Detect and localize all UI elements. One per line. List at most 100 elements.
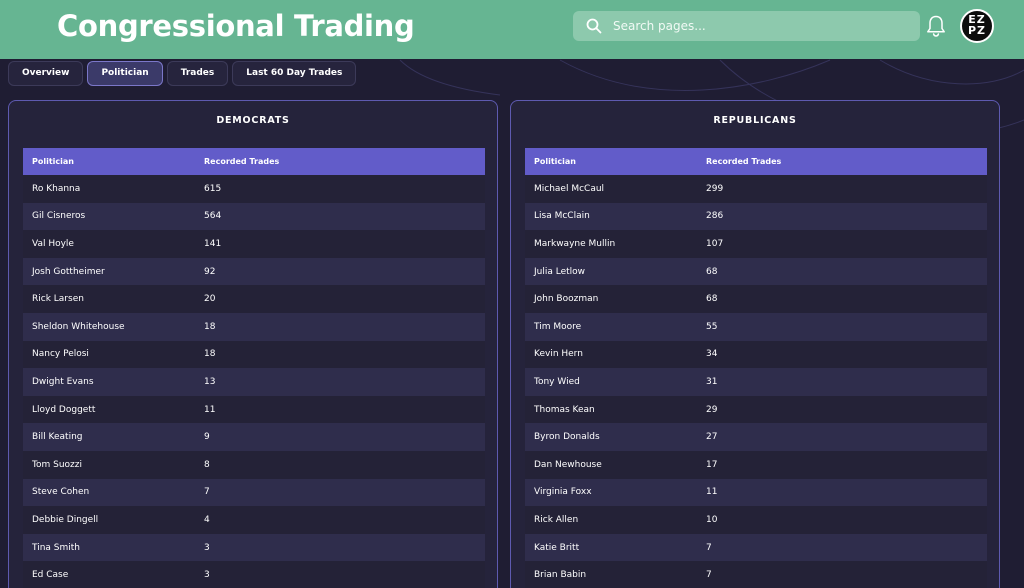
- table-row[interactable]: Ed Case 3: [23, 561, 485, 588]
- tab-last-60-day-trades[interactable]: Last 60 Day Trades: [232, 61, 357, 86]
- republicans-title: REPUBLICANS: [713, 115, 797, 126]
- politician-name: John Boozman: [534, 294, 599, 305]
- table-row[interactable]: Ro Khanna 615: [23, 175, 485, 203]
- table-row[interactable]: Val Hoyle 141: [23, 230, 485, 258]
- recorded-trades-count: 34: [706, 349, 718, 360]
- recorded-trades-count: 18: [204, 349, 216, 360]
- table-row[interactable]: John Boozman 68: [525, 285, 987, 313]
- recorded-trades-count: 13: [204, 376, 216, 387]
- recorded-trades-count: 141: [204, 238, 222, 249]
- politician-name: Dan Newhouse: [534, 459, 602, 470]
- column-header-recorded-trades[interactable]: Recorded Trades: [706, 157, 782, 166]
- tab-bar: Overview Politician Trades Last 60 Day T…: [8, 61, 357, 86]
- table-row[interactable]: Nancy Pelosi 18: [23, 340, 485, 369]
- democrats-panel: DEMOCRATS Politician Recorded Trades Ro …: [8, 100, 498, 588]
- republicans-panel: REPUBLICANS Politician Recorded Trades M…: [510, 100, 1000, 588]
- politician-name: Rick Larsen: [32, 294, 84, 305]
- table-row[interactable]: Markwayne Mullin 107: [525, 230, 987, 258]
- politician-name: Katie Britt: [534, 542, 580, 553]
- table-header: Politician Recorded Trades: [23, 148, 485, 175]
- table-row[interactable]: Sheldon Whitehouse 18: [23, 312, 485, 341]
- recorded-trades-count: 299: [706, 183, 724, 194]
- recorded-trades-count: 3: [204, 570, 210, 581]
- table-row[interactable]: Michael McCaul 299: [525, 175, 987, 203]
- democrats-table: Politician Recorded Trades Ro Khanna 615 G…: [23, 148, 485, 588]
- table-row[interactable]: Rick Allen 10: [525, 506, 987, 534]
- recorded-trades-count: 107: [706, 238, 724, 249]
- republicans-rows: Michael McCaul 299 Lisa McClain 286 Markwayn…: [525, 175, 987, 588]
- politician-name: Val Hoyle: [32, 238, 74, 249]
- politician-name: Tony Wied: [534, 376, 580, 387]
- politician-name: Tim Moore: [534, 321, 582, 332]
- politician-name: Virginia Foxx: [534, 487, 592, 498]
- politician-name: Sheldon Whitehouse: [32, 321, 125, 332]
- table-row[interactable]: Lisa McClain 286: [525, 202, 987, 231]
- recorded-trades-count: 615: [204, 183, 222, 194]
- search-icon: [586, 18, 602, 34]
- table-row[interactable]: Bill Keating 9: [23, 423, 485, 451]
- republicans-table: Politician Recorded Trades Michael McCau…: [525, 148, 987, 588]
- tab-politician[interactable]: Politician: [87, 61, 163, 86]
- tab-trades[interactable]: Trades: [166, 61, 229, 86]
- recorded-trades-count: 17: [706, 459, 718, 470]
- politician-name: Lloyd Doggett: [32, 404, 96, 415]
- recorded-trades-count: 7: [706, 570, 712, 581]
- table-row[interactable]: Lloyd Doggett 11: [23, 395, 485, 424]
- politician-name: Ed Case: [32, 570, 69, 581]
- politician-name: Tina Smith: [32, 542, 81, 553]
- politician-name: Steve Cohen: [32, 487, 90, 498]
- politician-name: Nancy Pelosi: [32, 349, 89, 360]
- table-row[interactable]: Virginia Foxx 11: [525, 478, 987, 507]
- politician-name: Rick Allen: [534, 514, 579, 525]
- recorded-trades-count: 68: [706, 266, 718, 277]
- politician-name: Dwight Evans: [32, 376, 94, 387]
- page-title: Congressional Trading: [57, 9, 415, 43]
- table-row[interactable]: Kevin Hern 34: [525, 340, 987, 369]
- table-row[interactable]: Rick Larsen 20: [23, 285, 485, 313]
- table-row[interactable]: Tina Smith 3: [23, 533, 485, 562]
- politician-name: Julia Letlow: [534, 266, 586, 277]
- avatar[interactable]: EZ PZ: [960, 9, 994, 43]
- table-row[interactable]: Steve Cohen 7: [23, 478, 485, 507]
- table-row[interactable]: Gil Cisneros 564: [23, 202, 485, 231]
- table-row[interactable]: Dwight Evans 13: [23, 368, 485, 396]
- democrats-rows: Ro Khanna 615 Gil Cisneros 564 Val Hoyle 141 J…: [23, 175, 485, 588]
- table-row[interactable]: Katie Britt 7: [525, 533, 987, 562]
- politician-name: Bill Keating: [32, 432, 83, 443]
- recorded-trades-count: 18: [204, 321, 216, 332]
- recorded-trades-count: 3: [204, 542, 210, 553]
- recorded-trades-count: 7: [204, 487, 210, 498]
- recorded-trades-count: 55: [706, 321, 718, 332]
- table-row[interactable]: Brian Babin 7: [525, 561, 987, 588]
- table-row[interactable]: Dan Newhouse 17: [525, 450, 987, 479]
- recorded-trades-count: 29: [706, 404, 718, 415]
- recorded-trades-count: 68: [706, 294, 718, 305]
- tab-overview[interactable]: Overview: [8, 61, 84, 86]
- column-header-recorded-trades[interactable]: Recorded Trades: [204, 157, 280, 166]
- politician-name: Kevin Hern: [534, 349, 583, 360]
- table-row[interactable]: Debbie Dingell 4: [23, 506, 485, 534]
- column-header-politician[interactable]: Politician: [32, 157, 74, 166]
- recorded-trades-count: 31: [706, 376, 718, 387]
- table-row[interactable]: Tim Moore 55: [525, 312, 987, 341]
- politician-name: Lisa McClain: [534, 211, 590, 222]
- politician-name: Brian Babin: [534, 570, 587, 581]
- politician-name: Gil Cisneros: [32, 211, 86, 222]
- search-box[interactable]: [573, 11, 920, 41]
- bell-icon[interactable]: [925, 14, 947, 38]
- table-row[interactable]: Thomas Kean 29: [525, 395, 987, 424]
- recorded-trades-count: 10: [706, 514, 718, 525]
- table-row[interactable]: Tony Wied 31: [525, 368, 987, 396]
- politician-name: Debbie Dingell: [32, 514, 99, 525]
- recorded-trades-count: 11: [706, 487, 718, 498]
- politician-name: Thomas Kean: [534, 404, 595, 415]
- column-header-politician[interactable]: Politician: [534, 157, 576, 166]
- table-row[interactable]: Tom Suozzi 8: [23, 450, 485, 479]
- search-input[interactable]: [613, 11, 908, 41]
- avatar-logo-text: EZ PZ: [967, 13, 987, 37]
- recorded-trades-count: 4: [204, 514, 210, 525]
- table-row[interactable]: Byron Donalds 27: [525, 423, 987, 451]
- table-row[interactable]: Josh Gottheimer 92: [23, 257, 485, 286]
- table-row[interactable]: Julia Letlow 68: [525, 257, 987, 286]
- politician-name: Ro Khanna: [32, 183, 81, 194]
